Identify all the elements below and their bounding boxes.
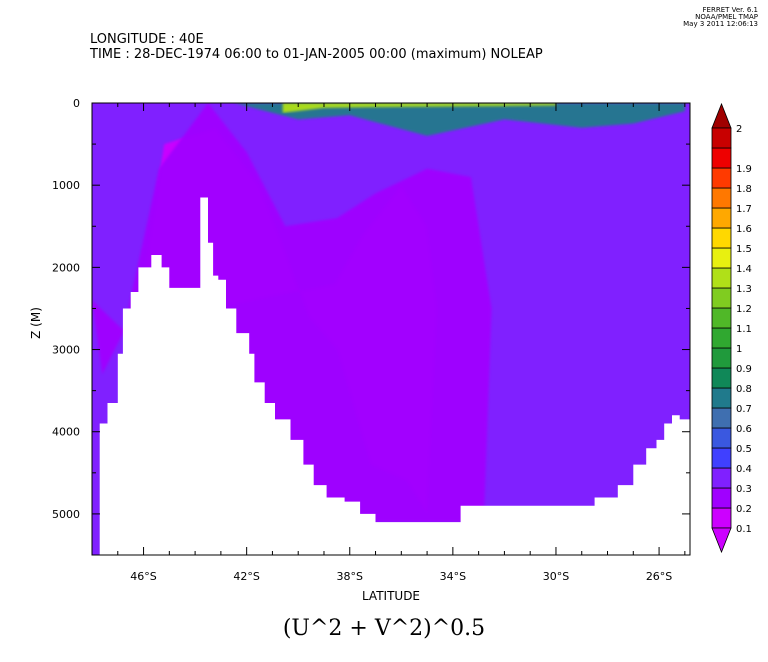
x-tick-label: 34°S	[440, 570, 466, 583]
colorbar-label: 1.2	[736, 304, 752, 315]
colorbar-swatch	[711, 467, 732, 489]
axes: 46°S 42°S 38°S 34°S 30°S 26°S LATITUDE 0 1000 200…	[29, 97, 690, 603]
colorbar-label: 0.5	[736, 444, 752, 455]
x-axis-label: LATITUDE	[362, 589, 420, 603]
header-time-range: TIME : 28-DEC-1974 06:00 to 01-JAN-2005 …	[90, 47, 543, 62]
y-tick-label: 1000	[52, 179, 80, 192]
x-tick-label: 42°S	[233, 570, 259, 583]
colorbar-swatch	[711, 287, 732, 309]
colorbar-swatch	[711, 307, 732, 329]
colorbar-label: 1.4	[736, 264, 752, 275]
colorbar-label: 1.1	[736, 324, 752, 335]
colorbar-swatch	[711, 507, 732, 529]
credits-line-3: May 3 2011 12:06:13	[683, 20, 758, 28]
colorbar-label: 1.9	[736, 164, 752, 175]
colorbar-swatch	[711, 167, 732, 189]
colorbar-swatch	[711, 127, 732, 149]
colorbar-label: 1.3	[736, 284, 752, 295]
plot-frame	[91, 102, 691, 556]
credits-line-1: FERRET Ver. 6.1	[702, 6, 758, 14]
colorbar-swatch	[711, 447, 732, 469]
colorbar-label: 0.1	[736, 524, 752, 535]
credits-line-2: NOAA/PMEL TMAP	[695, 13, 758, 21]
colorbar-over-triangle	[711, 102, 732, 129]
colorbar-swatch	[711, 187, 732, 209]
header-longitude: LONGITUDE : 40E	[90, 32, 204, 47]
colorbar-label: 1.6	[736, 224, 752, 235]
bathymetry-mask	[92, 197, 690, 555]
colorbar-swatch	[711, 227, 732, 249]
colorbar-swatch	[711, 367, 732, 389]
colorbar-swatch	[711, 327, 732, 349]
colorbar-swatch	[711, 487, 732, 509]
colorbar-label: 1.5	[736, 244, 752, 255]
section-plot: 46°S 42°S 38°S 34°S 30°S 26°S LATITUDE 0 1000 200…	[29, 97, 752, 603]
y-tick-label: 0	[73, 97, 80, 110]
x-tick-label: 26°S	[646, 570, 672, 583]
colorbar-label: 1	[736, 344, 742, 355]
y-tick-label: 3000	[52, 344, 80, 357]
colorbar-label: 2	[736, 124, 742, 135]
x-tick-label: 46°S	[130, 570, 156, 583]
y-tick-label: 5000	[52, 508, 80, 521]
seafloor-mask	[92, 197, 690, 555]
x-tick-label: 38°S	[337, 570, 363, 583]
colorbar-swatch	[711, 427, 732, 449]
colorbar-swatch	[711, 387, 732, 409]
field-contour-1-3	[282, 103, 556, 113]
colorbar-swatch	[711, 347, 732, 369]
colorbar-swatch	[711, 207, 732, 229]
colorbar-label: 0.6	[736, 424, 752, 435]
y-tick-label: 4000	[52, 426, 80, 439]
colorbar-label: 0.3	[736, 484, 752, 495]
colorbar-label: 0.8	[736, 384, 752, 395]
colorbar-swatch	[711, 247, 732, 269]
colorbar-label: 0.9	[736, 364, 752, 375]
colorbar-under-triangle	[711, 527, 732, 554]
field-contour-0-25	[92, 103, 492, 523]
variable-title: (U^2 + V^2)^0.5	[282, 616, 486, 641]
colorbar-label: 1.7	[736, 204, 752, 215]
y-tick-label: 2000	[52, 261, 80, 274]
colorbar-swatch	[711, 267, 732, 289]
y-axis-label: Z (M)	[29, 307, 43, 339]
colorbar-label: 0.4	[736, 464, 752, 475]
field-contour-0-7	[233, 103, 685, 136]
colorbar: 0.1 0.2 0.3 0.4 0.5 0.6 0.7 0.8 0.9 1 1.1 1.2 1.3 1.4…	[711, 102, 752, 554]
colorbar-label: 1.8	[736, 184, 752, 195]
colorbar-label: 0.2	[736, 504, 752, 515]
colorbar-swatch	[711, 147, 732, 169]
colorbar-label: 0.7	[736, 404, 752, 415]
colorbar-swatch	[711, 407, 732, 429]
x-tick-label: 30°S	[543, 570, 569, 583]
